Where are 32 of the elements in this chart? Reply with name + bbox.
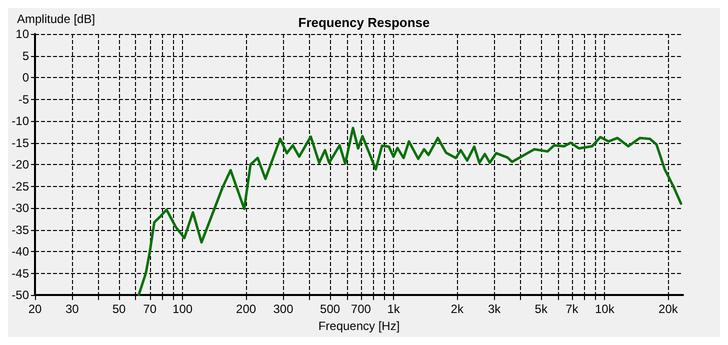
y-tick-label: -5 (18, 92, 30, 106)
x-tick-label: 1k (387, 302, 401, 316)
x-tick-label: 10k (595, 302, 616, 316)
x-tick-label: 7k (566, 302, 580, 316)
x-tick-label: 70 (143, 302, 157, 316)
x-tick-label: 3k (488, 302, 502, 316)
x-tick-label: 700 (350, 302, 372, 316)
y-tick-label: -30 (12, 201, 30, 215)
y-tick-label: -15 (12, 136, 30, 150)
y-tick-label: -50 (12, 288, 30, 302)
y-tick-label: -25 (12, 179, 30, 194)
y-tick-label: 0 (22, 70, 30, 84)
x-tick-label: 5k (534, 302, 548, 316)
y-tick-label: -45 (12, 266, 30, 280)
x-tick-label: 30 (65, 302, 80, 316)
x-tick-label: 20 (28, 302, 42, 316)
x-tick-label: 200 (236, 302, 256, 316)
x-tick-label: 300 (273, 302, 294, 316)
y-tick-label: 5 (22, 48, 30, 63)
x-tick-label: 20k (658, 302, 679, 316)
y-tick-label: -35 (12, 222, 30, 237)
x-tick-label: 500 (320, 302, 340, 316)
x-axis-title: Frequency [Hz] (318, 318, 400, 333)
x-tick-label: 100 (172, 302, 193, 316)
y-tick-label: -40 (12, 244, 30, 258)
x-tick-label: 50 (112, 302, 126, 316)
x-tick-label: 2k (450, 302, 464, 316)
chart-title: Frequency Response (298, 15, 430, 30)
y-tick-label: -20 (12, 158, 30, 172)
y-tick-label: 10 (16, 27, 30, 41)
y-tick-label: -10 (12, 114, 30, 128)
y-axis-title: Amplitude [dB] (17, 12, 96, 26)
